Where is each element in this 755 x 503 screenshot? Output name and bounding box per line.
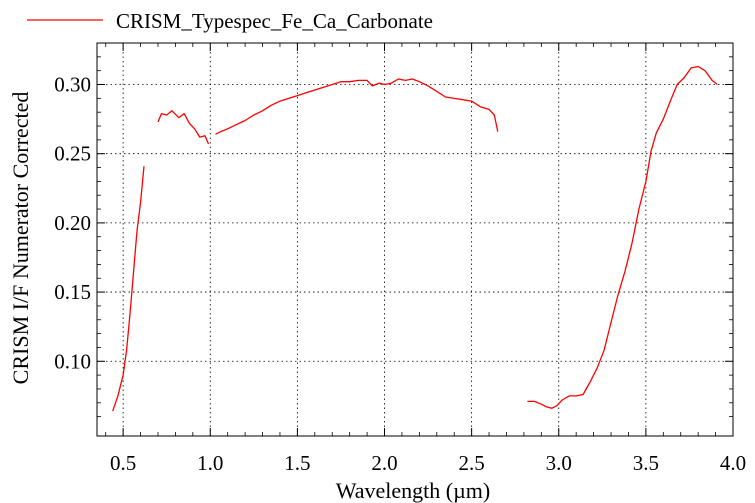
spectrum-line-segment [527, 65, 718, 409]
legend-label: CRISM_Typespec_Fe_Ca_Carbonate [116, 9, 433, 33]
y-tick-label: 0.25 [54, 142, 91, 166]
x-tick-label: 2.0 [371, 451, 397, 475]
plot-frame [96, 42, 734, 437]
tick-labels: 0.5 1.0 1.5 2.0 2.5 3.0 3.5 4.0 0.10 0.15 0.20 0.25… [54, 73, 746, 475]
x-tick-label: 0.5 [110, 451, 136, 475]
x-tick-label: 3.0 [546, 451, 572, 475]
y-tick-label: 0.10 [54, 349, 91, 373]
x-tick-label: 1.0 [197, 451, 223, 475]
spectrum-line-segment [157, 110, 210, 145]
legend: CRISM_Typespec_Fe_Ca_Carbonate [27, 9, 433, 33]
y-tick-label: 0.20 [54, 211, 91, 235]
x-tick-label: 1.5 [284, 451, 310, 475]
y-tick-label: 0.15 [54, 280, 91, 304]
grid-lines [97, 43, 734, 436]
x-tick-label: 2.5 [459, 451, 485, 475]
axis-ticks [97, 43, 734, 436]
spectrum-line-segment [112, 166, 145, 412]
y-tick-label: 0.30 [54, 73, 91, 97]
spectrum-line-segment [215, 78, 499, 135]
y-axis-title: CRISM I/F Numerator Corrected [8, 92, 33, 385]
x-tick-label: 3.5 [633, 451, 659, 475]
x-tick-label: 4.0 [720, 451, 746, 475]
x-axis-title: Wavelength (µm) [336, 478, 490, 503]
series-lines [112, 65, 718, 412]
